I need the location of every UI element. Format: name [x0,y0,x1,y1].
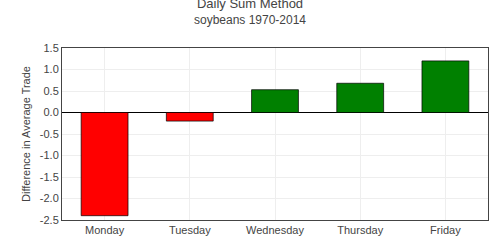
svg-text:Difference in Average Trade: Difference in Average Trade [20,66,32,202]
svg-text:1.5: 1.5 [44,42,59,54]
svg-text:Daily Sum Methodsoybeans 1970-: Daily Sum Methodsoybeans 1970-2014 [194,0,306,27]
svg-text:-1.0: -1.0 [40,149,59,161]
svg-text:Thursday: Thursday [337,224,383,236]
svg-text:1.0: 1.0 [44,63,59,75]
svg-text:0.0: 0.0 [44,106,59,118]
svg-text:-2.5: -2.5 [40,214,59,226]
svg-text:-2.0: -2.0 [40,192,59,204]
svg-text:-1.5: -1.5 [40,171,59,183]
svg-text:Tuesday: Tuesday [169,224,211,236]
svg-text:Wednesday: Wednesday [246,224,304,236]
svg-text:0.5: 0.5 [44,85,59,97]
svg-text:-0.5: -0.5 [40,128,59,140]
svg-text:Friday: Friday [430,224,461,236]
svg-text:Monday: Monday [85,224,125,236]
